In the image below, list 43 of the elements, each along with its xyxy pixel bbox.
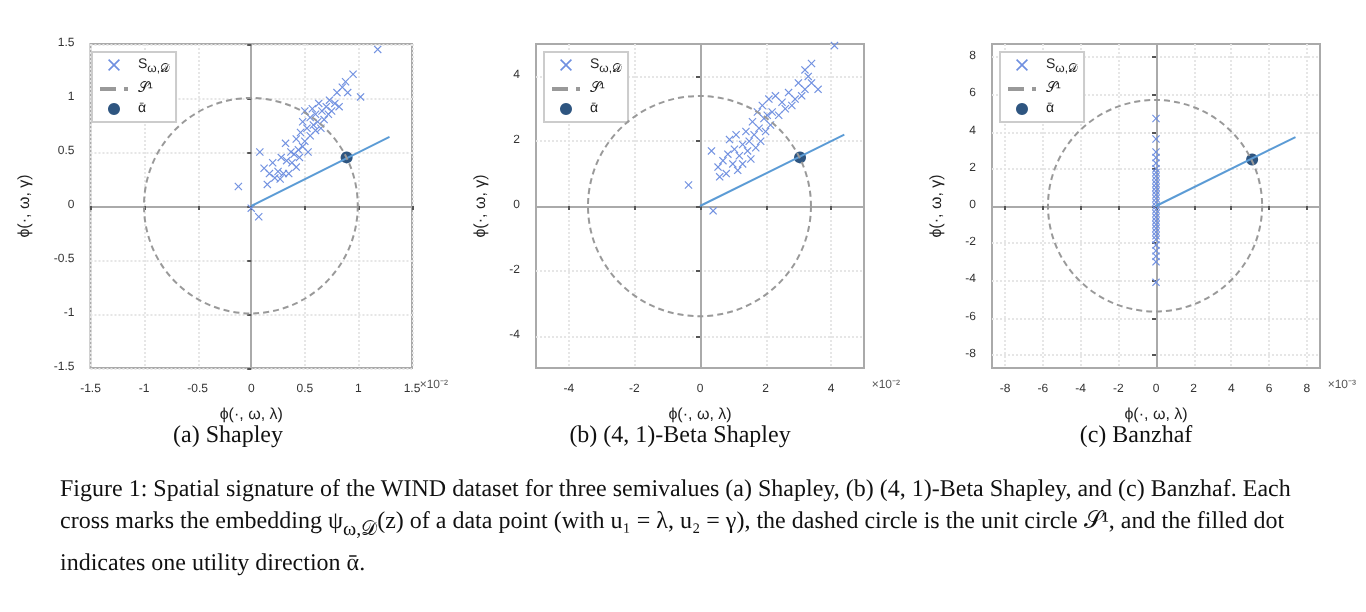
point (1152, 114, 1160, 123)
point (341, 77, 350, 86)
text: (b) (4, 1)-Beta Shapley (569, 420, 791, 448)
point (314, 99, 323, 108)
point (755, 124, 764, 133)
point (298, 117, 307, 126)
point (1152, 278, 1160, 287)
point (1152, 252, 1160, 261)
text: (c) Banzhaf (1079, 420, 1193, 448)
point (800, 85, 809, 94)
y-axis-title: ϕ(·, ω, γ) (926, 173, 945, 238)
y-axis-title: ϕ(·, ω, γ) (15, 173, 33, 238)
point (807, 78, 816, 87)
point (771, 91, 780, 100)
y-axis-title: ϕ(·, ω, γ) (470, 173, 489, 238)
point (320, 115, 329, 124)
caption: Figure 1: Spatial signature of the WIND dataset for three semivalues (a) Shapley, (b) (4, 1)-Beta Shapley, and (c) Banzhaf. Each cross marks the embedding ψ$_{ω,𝒟}$(z) of a data point (with u₁ = λ, u₂ = γ), the dashed circle is the unit circle 𝒮¹, and the filled dot indicates one utility direction ᾱ. (60, 472, 1293, 579)
point (709, 206, 718, 215)
point (787, 101, 796, 110)
point (748, 117, 757, 126)
point (774, 111, 783, 120)
x-axis-title: ϕ(·, ω, λ) (1124, 404, 1189, 423)
point (794, 78, 803, 87)
point (684, 180, 693, 189)
point (335, 102, 344, 111)
point (254, 212, 263, 221)
point (343, 88, 352, 97)
point (325, 96, 334, 105)
point (311, 110, 320, 119)
point (349, 70, 358, 79)
point (814, 85, 823, 94)
x-axis-title: ϕ(·, ω, λ) (219, 404, 284, 423)
point (797, 91, 806, 100)
point (804, 72, 813, 81)
point (778, 98, 786, 107)
text: (a) Shapley (173, 420, 283, 448)
point (758, 101, 767, 110)
x-axis-title: ϕ(·, ω, λ) (668, 404, 733, 423)
point (308, 104, 317, 113)
point (302, 124, 311, 133)
point (356, 92, 365, 101)
point (373, 45, 382, 54)
point (781, 104, 790, 113)
